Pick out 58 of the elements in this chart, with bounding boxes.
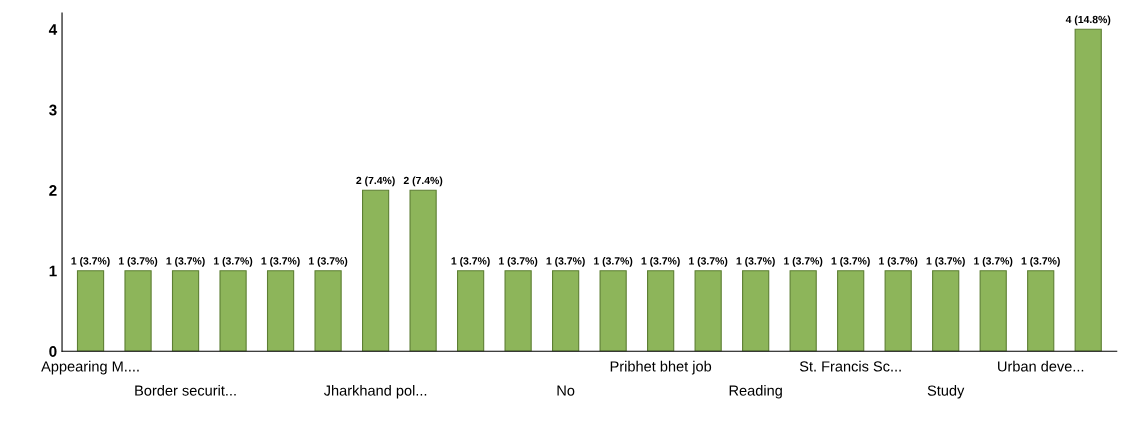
- data-label: 1 (3.7%): [689, 256, 728, 267]
- bar: [694, 270, 722, 352]
- bar: [599, 270, 627, 352]
- data-label: 1 (3.7%): [974, 256, 1013, 267]
- data-label: 2 (7.4%): [356, 176, 395, 187]
- data-label: 1 (3.7%): [71, 256, 110, 267]
- bar: [124, 270, 152, 352]
- data-label: 1 (3.7%): [641, 256, 680, 267]
- bar: [932, 270, 960, 352]
- data-label: 1 (3.7%): [736, 256, 775, 267]
- x-tick-label: No: [557, 385, 575, 396]
- data-label: 2 (7.4%): [403, 176, 443, 187]
- data-label: 1 (3.7%): [261, 256, 300, 267]
- bar: [884, 270, 912, 352]
- data-label: 1 (3.7%): [926, 256, 965, 267]
- data-label: 1 (3.7%): [499, 256, 538, 267]
- data-label: 1 (3.7%): [309, 256, 348, 267]
- bar: [266, 270, 295, 352]
- bar: [314, 270, 342, 352]
- x-tick-label: St. Francis Sc...: [799, 360, 901, 372]
- bar: [456, 270, 485, 352]
- data-label: 1 (3.7%): [166, 256, 205, 267]
- bar: [76, 270, 105, 352]
- bar: [742, 270, 770, 352]
- x-tick-label: Reading: [729, 385, 782, 399]
- data-label: 1 (3.7%): [119, 256, 158, 267]
- x-tick-label: Border securit...: [135, 385, 236, 396]
- bar: [837, 270, 865, 352]
- y-tick-label: 0: [49, 346, 57, 357]
- bar: [979, 270, 1007, 352]
- data-label: 1 (3.7%): [594, 256, 633, 267]
- bar: [1027, 270, 1055, 352]
- bar: [361, 189, 390, 352]
- y-tick-label: 2: [49, 185, 57, 196]
- bar: [171, 270, 200, 352]
- bar: [552, 270, 580, 352]
- x-tick-label: Study: [927, 385, 965, 399]
- data-label: 1 (3.7%): [214, 256, 253, 267]
- bar: [219, 270, 247, 352]
- y-tick-label: 4: [48, 24, 58, 35]
- data-label: 1 (3.7%): [451, 256, 490, 267]
- data-label: 1 (3.7%): [831, 256, 870, 267]
- x-tick-label: Jharkhand pol...: [323, 385, 427, 399]
- bar: [504, 270, 532, 352]
- data-label: 4 (14.8%): [1065, 15, 1111, 26]
- bar: [409, 189, 437, 352]
- bar: [647, 270, 675, 352]
- data-label: 1 (3.7%): [879, 256, 918, 267]
- bar: [1074, 28, 1102, 352]
- data-label: 1 (3.7%): [784, 256, 823, 267]
- x-tick-label: Appearing M....: [41, 360, 139, 375]
- y-tick-label: 3: [49, 104, 57, 116]
- data-label: 1 (3.7%): [546, 256, 585, 267]
- bar: [789, 270, 817, 352]
- data-label: 1 (3.7%): [1021, 256, 1060, 267]
- x-tick-label: Urban deve...: [998, 360, 1084, 372]
- x-tick-label: Pribhet bhet job: [610, 360, 712, 375]
- y-tick-label: 1: [49, 265, 57, 277]
